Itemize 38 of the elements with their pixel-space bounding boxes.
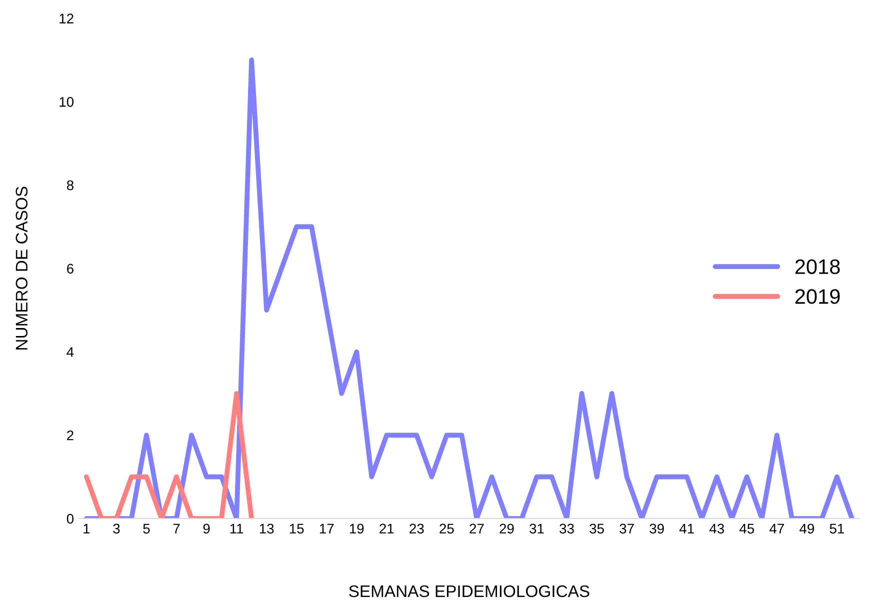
line-series (84, 58, 854, 518)
x-tick-label: 39 (650, 524, 664, 534)
x-tick-label: 15 (290, 524, 304, 534)
x-tick-label: 5 (143, 524, 150, 534)
y-tick-label: 10 (60, 97, 74, 107)
y-tick-label: 2 (67, 430, 74, 440)
x-axis-title: SEMANAS EPIDEMIOLOGICAS (349, 585, 590, 598)
x-tick-label: 47 (770, 524, 784, 534)
y-tick-label: 8 (66, 180, 74, 190)
x-tick-label: 21 (380, 524, 394, 534)
y-tick-label: 6 (67, 264, 74, 274)
x-tick-label: 37 (620, 524, 634, 534)
x-tick-label: 43 (709, 524, 724, 534)
legend-label: 2019 (795, 289, 840, 304)
x-tick-label: 25 (440, 524, 454, 534)
x-tick-label: 51 (830, 524, 844, 534)
x-tick-label: 31 (530, 524, 544, 534)
x-tick-label: 11 (230, 524, 244, 534)
legend-label: 2018 (795, 259, 840, 274)
x-tick-label: 35 (590, 524, 604, 534)
y-tick-label: 12 (60, 14, 74, 24)
x-tick-label: 13 (260, 524, 274, 534)
y-tick-label: 4 (66, 347, 74, 357)
x-tick-label: 29 (500, 524, 514, 534)
x-tick-label: 23 (410, 524, 424, 534)
x-tick-label: 27 (470, 524, 484, 534)
x-tick-label: 19 (350, 524, 364, 534)
x-tick-label: 33 (560, 524, 574, 534)
x-tick-label: 3 (113, 524, 120, 534)
x-tick-label: 49 (800, 524, 814, 534)
x-tick-label: 17 (320, 524, 334, 534)
y-tick-label: 0 (66, 514, 74, 524)
x-tick-label: 7 (173, 524, 180, 534)
x-tick-label: 45 (739, 524, 754, 534)
x-tick-label: 41 (679, 524, 694, 534)
y-axis-title: NUMERO DE CASOS (16, 186, 28, 350)
x-tick-label: 1 (84, 524, 90, 534)
x-tick-label: 9 (203, 524, 210, 534)
